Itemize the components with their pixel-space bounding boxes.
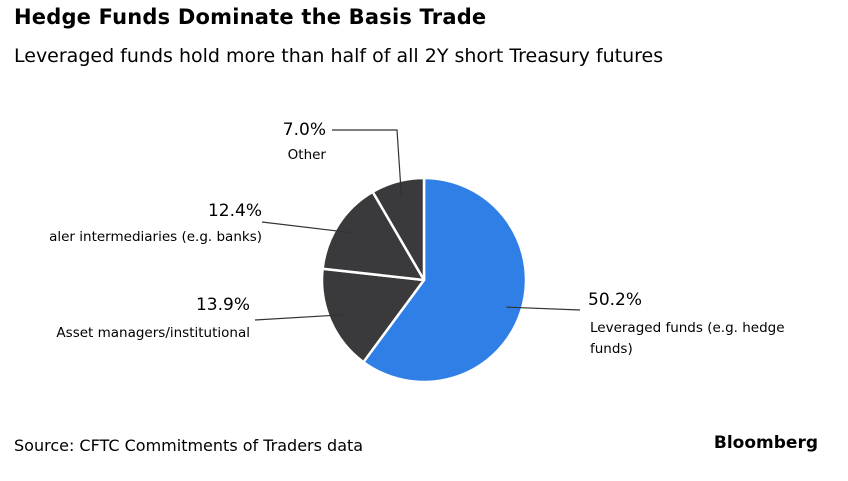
leader-line-asset-managers-institutional — [254, 314, 345, 321]
category-label-leveraged-funds-e-g-hedge-funds: funds) — [590, 341, 633, 357]
chart-title: Hedge Funds Dominate the Basis Trade — [14, 5, 487, 29]
pie-slice-other — [371, 176, 426, 282]
pie-slice-asset-managers-institutional — [320, 267, 426, 364]
value-label-aler-intermediaries-e-g-banks: 12.4% — [208, 201, 262, 221]
category-label-asset-managers-institutional: Asset managers/institutional — [56, 325, 250, 341]
leader-line-aler-intermediaries-e-g-banks — [261, 221, 352, 234]
pie-slice-aler-intermediaries-e-g-banks — [321, 190, 426, 282]
category-label-other: Other — [288, 147, 327, 163]
value-label-asset-managers-institutional: 13.9% — [196, 295, 250, 315]
chart-subtitle: Leveraged funds hold more than half of a… — [14, 45, 664, 67]
category-label-aler-intermediaries-e-g-banks: aler intermediaries (e.g. banks) — [49, 229, 262, 245]
leader-line-other — [332, 129, 402, 197]
bloomberg-logo: Bloomberg — [713, 433, 818, 453]
leader-line-leveraged-funds-e-g-hedge-funds — [506, 306, 581, 311]
pie-slice-leveraged-funds-e-g-hedge-funds — [362, 176, 528, 384]
category-label-leveraged-funds-e-g-hedge-funds: Leveraged funds (e.g. hedge — [590, 320, 785, 336]
source-note: Source: CFTC Commitments of Traders data — [14, 436, 364, 455]
value-label-leveraged-funds-e-g-hedge-funds: 50.2% — [588, 290, 642, 310]
value-label-other: 7.0% — [283, 120, 326, 140]
